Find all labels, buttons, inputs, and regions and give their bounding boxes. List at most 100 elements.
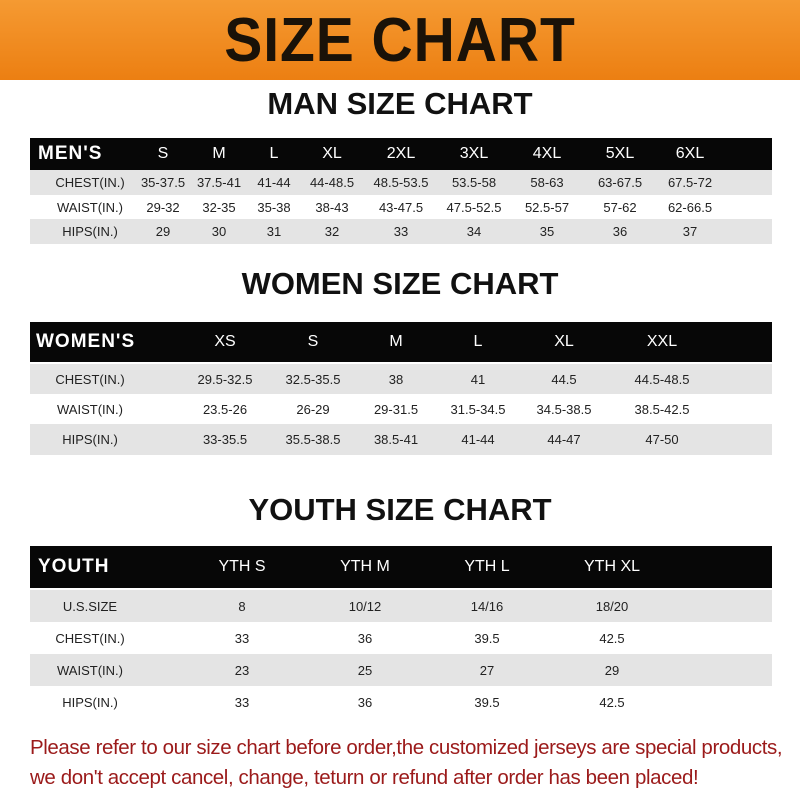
size-header: M xyxy=(389,333,403,350)
table-cell: 62-66.5 xyxy=(667,199,713,215)
size-header: L xyxy=(473,333,483,350)
table-cell: 47.5-52.5 xyxy=(446,199,502,215)
row-label: HIPS(IN.) xyxy=(62,432,118,447)
size-header: L xyxy=(269,145,279,162)
row-label: HIPS(IN.) xyxy=(62,694,118,710)
size-header: S xyxy=(307,333,319,350)
row-label: WAIST(IN.) xyxy=(57,199,123,215)
table-cell: 29 xyxy=(604,662,620,678)
table-cell: 33 xyxy=(234,630,250,646)
table-cell: 39.5 xyxy=(474,630,500,646)
table-cell: 29-32 xyxy=(146,199,180,215)
table-cell: 33 xyxy=(234,694,250,710)
banner: SIZE CHART xyxy=(0,0,800,80)
size-header: XL xyxy=(322,145,342,162)
table-header-row: MEN'S S M L XL 2XL 3XL 4XL 5XL 6XL xyxy=(30,138,772,170)
table-cell: 36 xyxy=(357,630,373,646)
table-cell: 8 xyxy=(238,598,246,614)
table-cell: 35.5-38.5 xyxy=(285,432,341,447)
table-cell: 14/16 xyxy=(470,598,504,614)
table-cell: 38.5-41 xyxy=(373,432,419,447)
row-label: WAIST(IN.) xyxy=(57,401,123,417)
table-cell: 39.5 xyxy=(474,694,500,710)
size-header: 5XL xyxy=(605,145,635,162)
row-label: HIPS(IN.) xyxy=(62,224,118,239)
size-header: XS xyxy=(214,333,236,350)
row-label: WAIST(IN.) xyxy=(57,662,123,678)
table-cell: 33 xyxy=(393,224,409,239)
table-row: WAIST(IN.) 23 25 27 29 xyxy=(30,654,772,686)
table-cell: 52.5-57 xyxy=(524,199,570,215)
table-cell: 26-29 xyxy=(296,401,330,417)
table-cell: 18/20 xyxy=(595,598,629,614)
table-cell: 41-44 xyxy=(461,432,495,447)
table-cell: 44.5-48.5 xyxy=(634,371,690,387)
men-title: MAN SIZE CHART xyxy=(267,86,533,121)
table-cell: 25 xyxy=(357,662,373,678)
banner-title: SIZE CHART xyxy=(224,5,576,75)
table-cell: 31 xyxy=(266,224,282,239)
table-cell: 63-67.5 xyxy=(597,175,643,190)
table-cell: 58-63 xyxy=(530,175,564,190)
row-label: CHEST(IN.) xyxy=(55,175,125,190)
table-cell: 38 xyxy=(388,371,404,387)
size-header: YTH XL xyxy=(583,558,641,575)
size-header: 6XL xyxy=(675,145,705,162)
table-title-cell: MEN'S xyxy=(38,143,103,164)
row-label: CHEST(IN.) xyxy=(55,630,125,646)
table-cell: 29.5-32.5 xyxy=(197,371,253,387)
table-title-cell: WOMEN'S xyxy=(36,331,136,352)
table-cell: 38.5-42.5 xyxy=(634,401,690,417)
table-cell: 36 xyxy=(612,224,628,239)
table-cell: 53.5-58 xyxy=(451,175,497,190)
table-cell: 32-35 xyxy=(202,199,236,215)
table-cell: 34 xyxy=(466,224,482,239)
table-cell: 43-47.5 xyxy=(378,199,424,215)
size-header: XXL xyxy=(646,333,678,350)
table-row: WAIST(IN.) 29-32 32-35 35-38 38-43 43-47.5 47.… xyxy=(30,195,772,219)
disclaimer-note: Please refer to our size chart before or… xyxy=(30,736,783,789)
women-title: WOMEN SIZE CHART xyxy=(241,266,559,301)
table-cell: 32.5-35.5 xyxy=(285,371,341,387)
table-cell: 48.5-53.5 xyxy=(373,175,429,190)
table-header-row: WOMEN'S XS S M L XL XXL xyxy=(30,322,772,362)
table-cell: 41-44 xyxy=(257,175,291,190)
table-cell: 36 xyxy=(357,694,373,710)
size-header: M xyxy=(212,145,226,162)
table-cell: 23 xyxy=(234,662,250,678)
table-cell: 35-38 xyxy=(257,199,291,215)
table-row: HIPS(IN.) 33 36 39.5 42.5 xyxy=(30,686,772,718)
table-row: CHEST(IN.) 29.5-32.5 32.5-35.5 38 41 44.5 44.5… xyxy=(30,364,772,394)
table-cell: 27 xyxy=(479,662,495,678)
table-row: WAIST(IN.) 23.5-26 26-29 29-31.5 31.5-34.5 34… xyxy=(30,394,772,424)
size-header: 2XL xyxy=(386,145,416,162)
table-cell: 57-62 xyxy=(603,199,637,215)
table-header-row: YOUTH YTH S YTH M YTH L YTH XL xyxy=(30,546,772,588)
table-cell: 44.5 xyxy=(551,371,577,387)
table-cell: 47-50 xyxy=(645,432,679,447)
table-cell: 38-43 xyxy=(315,199,349,215)
table-row: HIPS(IN.) 29 30 31 32 33 34 35 36 37 xyxy=(30,219,772,244)
table-cell: 42.5 xyxy=(599,694,625,710)
size-header: YTH S xyxy=(218,558,266,575)
table-cell: 29 xyxy=(155,224,171,239)
table-cell: 44-48.5 xyxy=(309,175,355,190)
table-cell: 34.5-38.5 xyxy=(536,401,592,417)
table-row: U.S.SIZE 8 10/12 14/16 18/20 xyxy=(30,590,772,622)
table-cell: 23.5-26 xyxy=(202,401,248,417)
table-cell: 10/12 xyxy=(348,598,382,614)
table-cell: 37.5-41 xyxy=(196,175,242,190)
youth-title: YOUTH SIZE CHART xyxy=(248,492,552,527)
size-header: YTH M xyxy=(340,558,390,575)
table-cell: 41 xyxy=(470,371,486,387)
size-header: S xyxy=(157,145,169,162)
size-header: 3XL xyxy=(459,145,489,162)
size-header: 4XL xyxy=(532,145,562,162)
table-cell: 44-47 xyxy=(547,432,581,447)
table-cell: 32 xyxy=(324,224,340,239)
table-cell: 35-37.5 xyxy=(140,175,186,190)
table-cell: 42.5 xyxy=(599,630,625,646)
table-cell: 29-31.5 xyxy=(373,401,419,417)
table-cell: 31.5-34.5 xyxy=(450,401,506,417)
row-label: CHEST(IN.) xyxy=(55,371,125,387)
